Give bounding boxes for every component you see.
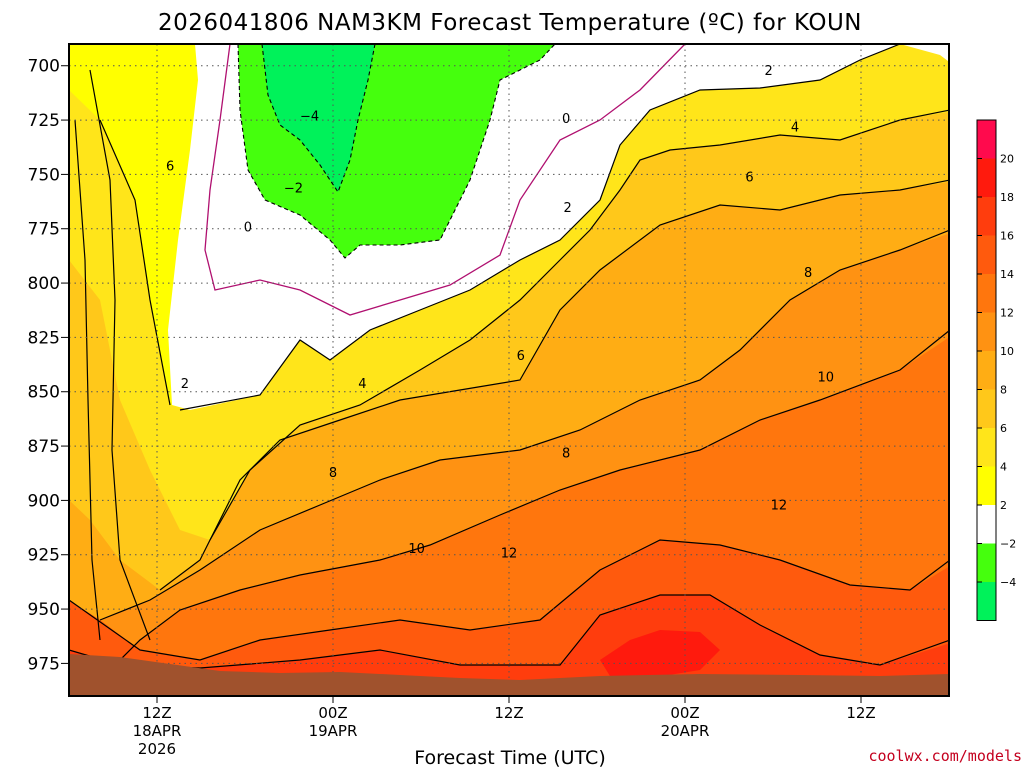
colorbar-swatch <box>977 158 996 197</box>
y-tick-label: 800 <box>28 274 60 294</box>
colorbar-swatch <box>977 235 996 274</box>
terrain-surface <box>69 654 949 696</box>
grid-lines <box>69 44 949 696</box>
x-tick-label: 00Z <box>670 704 699 722</box>
colorbar: 20 18 16 14 12 10 8 6 4 2 −2 −4 <box>976 119 1016 621</box>
colorbar-swatch <box>977 197 996 236</box>
band-16-18 <box>69 595 949 696</box>
colorbar-swatch <box>977 428 996 467</box>
temperature-field <box>69 44 949 696</box>
x-tick-label: 12Z <box>494 704 523 722</box>
colorbar-label: 18 <box>1000 191 1014 204</box>
contour-label: 12 <box>771 499 788 514</box>
x-tick-label: 12Z <box>142 704 171 722</box>
x-axis-label: Forecast Time (UTC) <box>414 747 605 768</box>
contour-label: 12 <box>501 547 518 562</box>
colorbar-swatch <box>977 466 996 505</box>
band-18-20 <box>600 630 720 678</box>
x-tick-label: 12Z <box>846 704 875 722</box>
x-tick-label: 18APR <box>133 722 182 740</box>
chart-title: 2026041806 NAM3KM Forecast Temperature (… <box>158 10 862 36</box>
colorbar-label: 4 <box>1000 461 1007 474</box>
y-tick-label: 950 <box>28 600 60 620</box>
freezing-lines <box>204 44 686 316</box>
y-tick-label: 700 <box>28 57 60 77</box>
colorbar-swatch <box>977 582 996 621</box>
isotherm-vertical-b <box>74 119 101 641</box>
colorbar-label: −2 <box>1000 538 1016 551</box>
contour-label: 8 <box>329 466 337 481</box>
y-tick-label: 975 <box>28 654 60 674</box>
colorbar-swatch <box>977 505 996 544</box>
colorbar-label: 10 <box>1000 345 1014 358</box>
y-tick-label: 775 <box>28 220 60 240</box>
y-tick-label: 750 <box>28 165 60 185</box>
x-tick-label: 20APR <box>661 722 710 740</box>
colorbar-label: 14 <box>1000 268 1014 281</box>
y-tick-label: 850 <box>28 383 60 403</box>
contour-label: 2 <box>181 377 189 392</box>
y-tick-label: 725 <box>28 111 60 131</box>
colorbar-label: 20 <box>1000 153 1014 166</box>
credit-text: coolwx.com/models <box>868 747 1022 765</box>
colorbar-label: 12 <box>1000 307 1014 320</box>
colorbar-label: 2 <box>1000 499 1007 512</box>
colorbar-frame <box>976 119 997 621</box>
colorbar-swatch <box>977 274 996 313</box>
y-axis: 700 725 750 775 800 825 850 875 900 925 950 975 <box>28 57 69 674</box>
contour-label: 2 <box>564 201 572 216</box>
colorbar-swatch <box>977 120 996 159</box>
contour-label: −2 <box>284 181 303 196</box>
colorbar-swatch <box>977 543 996 582</box>
colorbar-swatch <box>977 312 996 351</box>
isotherm-minus4 <box>261 44 376 194</box>
colorbar-label: 8 <box>1000 384 1007 397</box>
contour-labels: −4 −2 0 0 2 2 2 4 4 6 6 6 8 8 8 10 10 12 12 <box>166 64 835 562</box>
y-tick-label: 925 <box>28 546 60 566</box>
contour-label: 6 <box>166 160 174 175</box>
isotherm-6 <box>159 179 949 591</box>
colorbar-swatch <box>977 351 996 390</box>
x-tick-label: 00Z <box>318 704 347 722</box>
contour-label: 6 <box>517 349 525 364</box>
colorbar-label: 6 <box>1000 422 1007 435</box>
contour-label: 0 <box>244 221 252 236</box>
band-below-minus4 <box>262 44 375 192</box>
contour-label: 0 <box>562 112 570 127</box>
isotherm-12 <box>69 539 949 661</box>
isotherm-minus2 <box>237 44 556 259</box>
isotherm-6-upper <box>99 119 171 406</box>
contour-label: 10 <box>818 371 835 386</box>
colorbar-swatch <box>977 389 996 428</box>
contour-label: 6 <box>745 171 753 186</box>
isotherm-lines <box>69 44 949 681</box>
below-zero-lines <box>237 44 556 259</box>
contour-label: 2 <box>764 64 772 79</box>
contour-label: 4 <box>358 377 366 392</box>
y-tick-label: 825 <box>28 328 60 348</box>
x-tick-label: 2026 <box>138 740 176 758</box>
isotherm-2 <box>179 44 901 411</box>
contour-label: 8 <box>804 266 812 281</box>
isotherm-4 <box>209 109 949 541</box>
isotherm-vertical-a <box>89 69 151 641</box>
contour-label: −4 <box>300 110 319 125</box>
isotherm-8 <box>99 229 949 621</box>
isotherm-10 <box>99 330 949 681</box>
y-tick-label: 900 <box>28 491 60 511</box>
colorbar-label: −4 <box>1000 576 1016 589</box>
contour-label: 4 <box>791 121 799 136</box>
x-tick-label: 19APR <box>309 722 358 740</box>
isotherm-0-left <box>204 44 686 316</box>
colorbar-label: 16 <box>1000 230 1014 243</box>
contour-label: 10 <box>408 542 425 557</box>
contour-label: 8 <box>562 447 570 462</box>
isotherm-14 <box>69 594 949 669</box>
y-tick-label: 875 <box>28 437 60 457</box>
